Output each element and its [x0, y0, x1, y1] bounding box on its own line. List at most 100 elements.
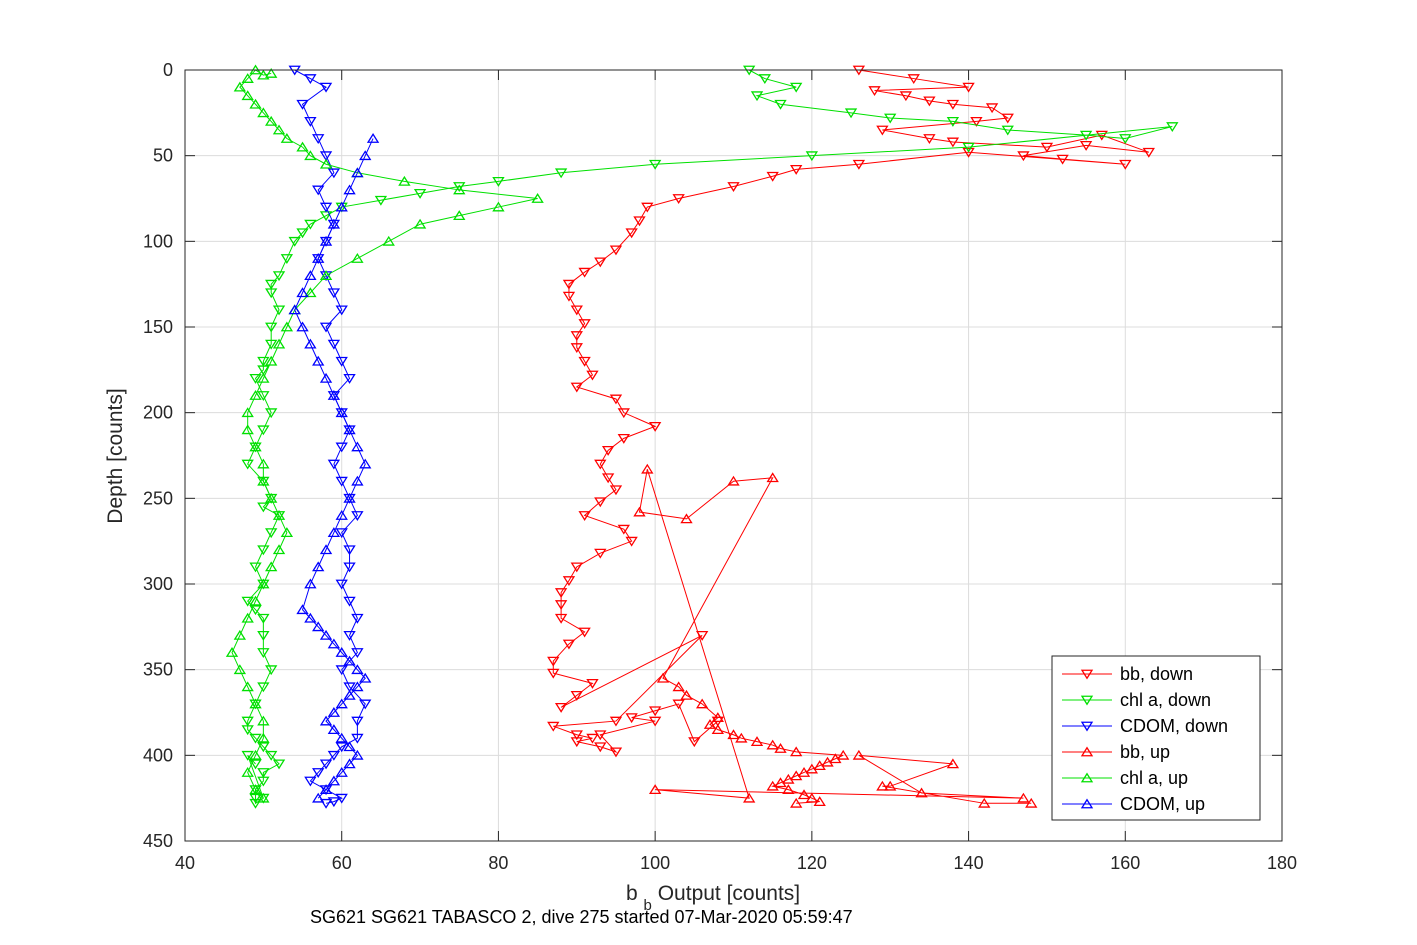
data-point — [265, 279, 278, 290]
data-point — [304, 74, 317, 85]
data-point — [319, 784, 333, 794]
y-axis-label: Depth [counts] — [104, 388, 127, 523]
data-point — [312, 621, 325, 632]
data-point — [312, 792, 325, 803]
y-tick-label: 100 — [143, 231, 173, 251]
data-point — [343, 492, 356, 503]
data-point — [312, 768, 325, 778]
data-point — [319, 372, 333, 383]
data-point — [351, 613, 364, 624]
data-point — [570, 382, 583, 393]
data-point — [915, 787, 928, 798]
data-point — [265, 408, 278, 419]
data-point — [727, 182, 740, 192]
data-point — [970, 117, 983, 127]
data-point — [272, 271, 286, 282]
data-point — [852, 159, 866, 170]
data-point — [790, 164, 803, 175]
data-point — [578, 319, 591, 330]
data-point — [946, 758, 960, 769]
data-point — [257, 372, 270, 383]
data-point — [359, 150, 372, 161]
x-axis-label-subscript: b — [644, 897, 652, 914]
data-point — [453, 182, 466, 192]
data-point — [257, 682, 270, 693]
data-point — [312, 355, 325, 366]
data-point — [327, 638, 341, 649]
data-point — [680, 513, 693, 524]
data-point — [335, 442, 348, 453]
data-point — [265, 67, 278, 78]
legend-label: chl a, down — [1120, 690, 1211, 710]
data-point — [319, 82, 333, 93]
data-point — [1025, 797, 1038, 808]
data-point — [327, 459, 341, 470]
data-point — [327, 775, 341, 786]
data-point — [319, 151, 333, 162]
data-point — [265, 339, 278, 350]
data-point — [312, 134, 325, 145]
data-point — [343, 741, 356, 752]
data-point — [296, 141, 309, 152]
legend-marker — [1080, 746, 1094, 757]
data-layer — [225, 64, 1179, 809]
data-point — [265, 355, 278, 366]
data-point — [265, 665, 278, 676]
data-point — [366, 133, 380, 143]
data-point — [570, 305, 583, 316]
y-tick-label: 50 — [153, 146, 173, 166]
data-point — [413, 188, 427, 199]
data-point — [233, 664, 247, 675]
data-point — [241, 596, 254, 607]
data-point — [249, 605, 262, 616]
data-point — [805, 151, 819, 162]
data-point — [257, 365, 270, 376]
data-point — [225, 647, 239, 657]
data-point — [852, 749, 866, 760]
x-tick-label: 140 — [954, 853, 984, 873]
data-point — [547, 656, 560, 667]
x-tick-label: 40 — [175, 853, 195, 873]
data-point — [351, 733, 364, 744]
data-point — [876, 125, 889, 136]
data-point — [265, 528, 278, 539]
data-point — [1119, 159, 1132, 170]
data-point — [249, 798, 262, 809]
data-point — [249, 98, 262, 109]
data-point — [241, 725, 254, 736]
data-point — [586, 733, 599, 744]
data-point — [633, 506, 646, 517]
data-point — [359, 458, 372, 469]
data-point — [359, 699, 372, 710]
data-point — [351, 648, 364, 659]
data-point — [343, 562, 356, 573]
data-point — [594, 459, 607, 470]
series-4 — [225, 64, 544, 803]
data-point — [711, 724, 725, 735]
data-point — [711, 712, 725, 723]
data-point — [351, 441, 364, 452]
data-point — [554, 600, 568, 611]
data-point — [1119, 134, 1132, 145]
data-point — [578, 356, 591, 367]
data-point — [797, 789, 811, 800]
data-point — [241, 750, 254, 761]
series-line — [638, 469, 1032, 804]
data-point — [1142, 147, 1155, 158]
data-point — [351, 475, 364, 486]
data-point — [554, 613, 568, 624]
data-point — [335, 647, 348, 657]
data-point — [453, 184, 466, 195]
data-point — [272, 124, 286, 135]
data-point — [962, 82, 975, 93]
data-point — [272, 338, 286, 349]
data-point — [617, 524, 630, 535]
data-point — [837, 749, 850, 760]
data-point — [288, 304, 301, 315]
data-point — [257, 768, 270, 778]
data-point — [304, 219, 317, 230]
data-point — [241, 681, 254, 692]
data-point — [343, 424, 356, 435]
data-point — [688, 737, 701, 748]
data-point — [272, 544, 286, 555]
